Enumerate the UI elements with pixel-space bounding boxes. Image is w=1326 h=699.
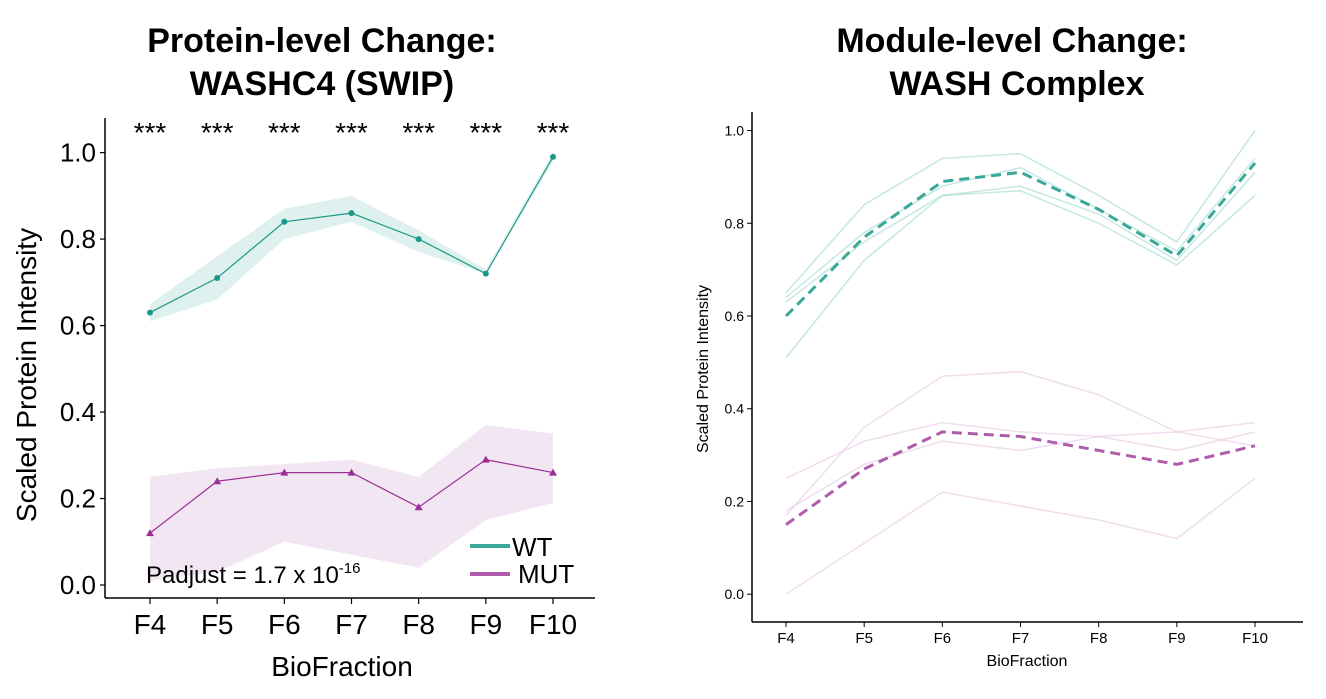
mut-point [347, 468, 356, 476]
mut-point [280, 468, 289, 476]
left-x-tick-label: F4 [134, 609, 167, 640]
left-y-axis-title: Scaled Protein Intensity [11, 228, 42, 522]
left-confidence-bands [150, 152, 553, 581]
right-y-tick-label: 1.0 [725, 123, 745, 139]
left-y-tick-label: 0.0 [60, 570, 96, 600]
left-x-axis-title: BioFraction [271, 651, 413, 682]
wt-point [147, 309, 153, 316]
left-x-tick-label: F6 [268, 609, 301, 640]
legend-wt-label: WT [512, 532, 553, 562]
padjust-prefix: Padjust = 1.7 x 10 [146, 562, 339, 589]
right-y-tick-label: 0.8 [725, 215, 745, 231]
significance-marker: *** [335, 117, 368, 148]
mut-protein-line [785, 421, 1256, 479]
wt-point [281, 218, 288, 225]
right-x-tick-label: F9 [1168, 630, 1186, 647]
wt-protein-line [785, 190, 1256, 359]
mut-point [414, 503, 423, 511]
wt-point [415, 236, 422, 243]
padjust-exponent: -16 [339, 560, 361, 577]
right-x-tick-label: F5 [855, 630, 873, 647]
mut-point [549, 468, 557, 476]
right-panel: Module-level Change: WASH Complex 0.0 0.2… [695, 22, 1303, 670]
significance-marker: *** [268, 117, 301, 148]
left-x-ticks: F4 F5 F6 F7 F8 F9 F10 [134, 598, 577, 640]
left-x-tick-label: F9 [469, 609, 502, 640]
padjust-annotation: Padjust = 1.7 x 10-16 [146, 560, 360, 589]
left-significance-markers: *** *** *** *** *** *** *** [134, 117, 570, 148]
mut-protein-line [785, 370, 1256, 516]
left-title-line2: WASHC4 (SWIP) [190, 65, 454, 103]
left-x-tick-label: F8 [402, 609, 435, 640]
left-y-tick-label: 0.6 [60, 311, 96, 341]
right-x-tick-label: F4 [777, 630, 795, 647]
wt-point [214, 275, 221, 281]
left-y-tick-label: 0.2 [60, 484, 96, 514]
right-y-tick-label: 0.0 [725, 586, 745, 602]
left-x-tick-label: F7 [335, 609, 368, 640]
mut-protein-line [785, 431, 1256, 512]
mut-mean-line [785, 430, 1256, 526]
left-x-tick-label: F10 [529, 609, 577, 640]
left-series-lines [146, 153, 557, 537]
left-x-tick-label: F5 [201, 609, 234, 640]
legend-mut-label: MUT [518, 559, 574, 589]
left-y-tick-label: 0.4 [60, 397, 96, 427]
right-x-tick-label: F10 [1242, 630, 1268, 647]
right-y-ticks: 0.0 0.2 0.4 0.6 0.8 1.0 [725, 123, 752, 602]
significance-marker: *** [201, 117, 234, 148]
left-legend: WT MUT [470, 532, 574, 589]
left-title-line1: Protein-level Change: [147, 22, 497, 60]
right-y-tick-label: 0.2 [725, 493, 745, 509]
left-y-tick-label: 1.0 [60, 138, 96, 168]
left-y-ticks: 0.0 0.2 0.4 0.6 0.8 1.0 [60, 138, 105, 600]
right-title-line1: Module-level Change: [836, 22, 1187, 60]
right-title-line2: WASH Complex [889, 65, 1144, 103]
right-y-axis-title: Scaled Protein Intensity [695, 285, 712, 453]
right-x-ticks: F4 F5 F6 F7 F8 F9 F10 [777, 622, 1268, 647]
significance-marker: *** [469, 117, 502, 148]
mut-point [146, 529, 154, 537]
wt-point [348, 210, 355, 217]
mut-point [213, 477, 222, 485]
wt-point [550, 153, 556, 160]
right-x-tick-label: F6 [934, 630, 952, 647]
wt-point [482, 270, 489, 277]
significance-marker: *** [134, 117, 167, 148]
mut-confidence-band [150, 425, 553, 581]
wt-confidence-band [150, 152, 553, 322]
significance-marker: *** [537, 117, 570, 148]
significance-marker: *** [402, 117, 435, 148]
wt-protein-line [785, 157, 1256, 299]
left-panel: Protein-level Change: WASHC4 (SWIP) *** *… [11, 22, 595, 682]
right-y-tick-label: 0.4 [725, 401, 745, 417]
mut-point [481, 455, 490, 463]
mut-protein-line [785, 477, 1256, 595]
right-x-axis-title: BioFraction [987, 653, 1068, 670]
right-x-tick-label: F7 [1012, 630, 1030, 647]
right-series-lines [784, 130, 1257, 595]
right-x-tick-label: F8 [1090, 630, 1108, 647]
wt-protein-line [785, 171, 1256, 303]
left-y-tick-label: 0.8 [60, 224, 96, 254]
right-y-tick-label: 0.6 [725, 308, 745, 324]
wt-protein-line [785, 130, 1256, 294]
